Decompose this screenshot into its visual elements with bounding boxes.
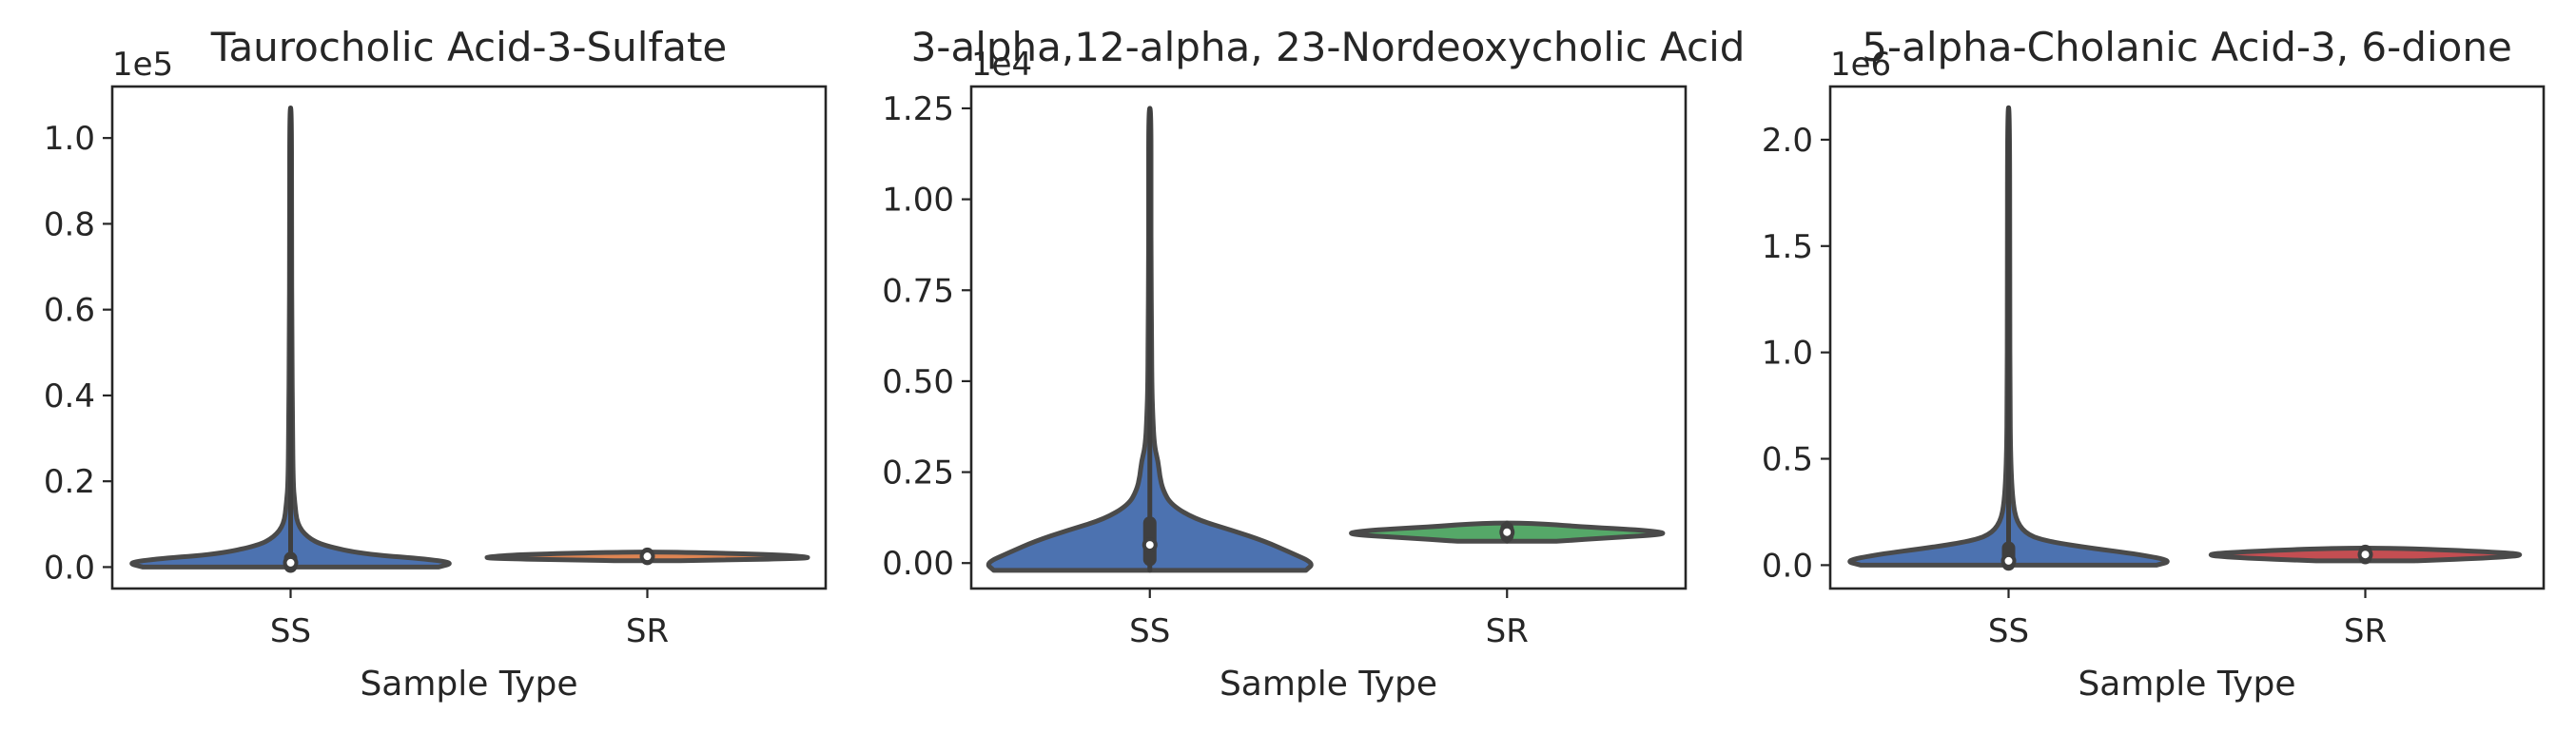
y-tick-label: 1.0: [44, 120, 95, 158]
violin-median-dot: [2357, 547, 2373, 563]
chart-title: 3-alpha,12-alpha, 23-Nordeoxycholic Acid: [911, 24, 1746, 70]
x-tick-label: SS: [270, 612, 311, 650]
x-tick-label: SS: [1129, 612, 1170, 650]
y-tick-label: 0.4: [44, 377, 95, 415]
y-tick-label: 0.0: [44, 549, 95, 587]
y-tick-label: 0.50: [882, 363, 954, 401]
violin-median-dot: [2000, 552, 2017, 569]
y-offset-text: 1e6: [1830, 46, 1891, 84]
chart-title: 5-alpha-Cholanic Acid-3, 6-dione: [1862, 24, 2512, 70]
y-tick-label: 0.75: [882, 272, 954, 310]
plot-frame: [110, 85, 828, 590]
violin-median-dot: [639, 549, 655, 565]
x-tick-label: SS: [1988, 612, 2029, 650]
y-tick-label: 0.5: [1762, 441, 1813, 479]
violin-median-dot: [1499, 524, 1515, 540]
chart-panel-3: 0.0 0.5 1.0 1.5 2.0 SS SR Sample Type 1e65-alpha…: [1762, 24, 2546, 704]
y-tick-label: 1.00: [882, 182, 954, 220]
y-tick-label: 2.0: [1762, 122, 1813, 160]
violin-median-dot: [283, 554, 299, 570]
y-tick-label: 0.0: [1762, 547, 1813, 585]
chart-panel-1: 0.0 0.2 0.4 0.6 0.8 1.0 SS SR Sample Type 1e5 Taur…: [44, 24, 828, 704]
violin-median-dot: [1142, 537, 1158, 553]
plot-frame: [1828, 85, 2546, 590]
y-tick-label: 0.8: [44, 205, 95, 243]
y-tick-label: 1.25: [882, 90, 954, 128]
chart-title: Taurocholic Acid-3-Sulfate: [210, 24, 728, 70]
y-tick-label: 1.5: [1762, 228, 1813, 266]
x-axis-label: Sample Type: [360, 665, 577, 704]
y-tick-label: 0.6: [44, 292, 95, 330]
y-tick-label: 0.2: [44, 463, 95, 501]
y-offset-text: 1e5: [112, 46, 173, 84]
x-tick-label: SR: [1486, 612, 1529, 650]
x-tick-label: SR: [626, 612, 669, 650]
y-tick-label: 0.00: [882, 545, 954, 583]
x-tick-label: SR: [2344, 612, 2387, 650]
y-tick-label: 1.0: [1762, 335, 1813, 373]
chart-panel-2: 0.00 0.25 0.50 0.75 1.00 1.25 SS SR Sample Type 1…: [882, 24, 1745, 704]
plot-frame: [969, 85, 1688, 590]
x-axis-label: Sample Type: [1220, 665, 1437, 704]
y-tick-label: 0.25: [882, 454, 954, 493]
x-axis-label: Sample Type: [2078, 665, 2295, 704]
y-offset-text: 1e4: [971, 46, 1032, 84]
